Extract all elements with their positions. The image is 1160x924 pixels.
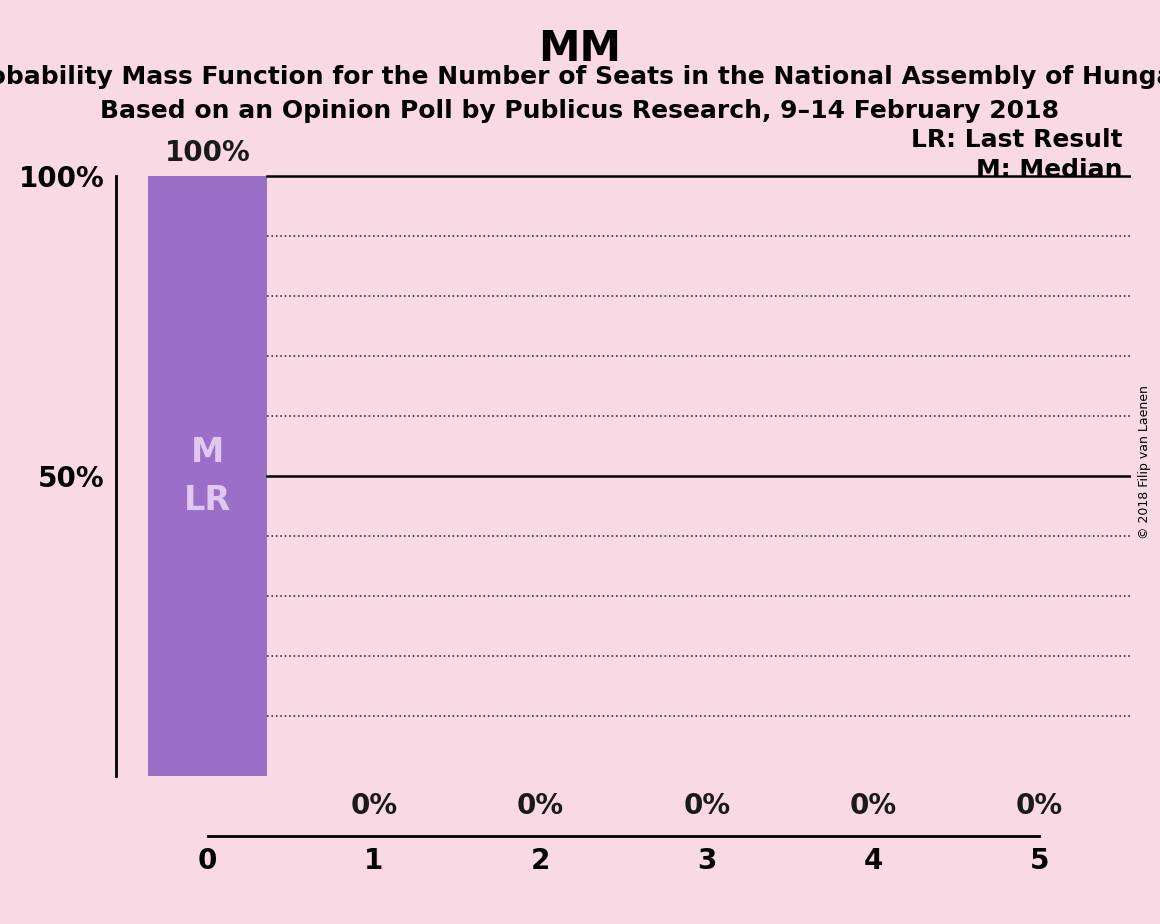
Text: 0%: 0%	[683, 792, 731, 821]
Text: Probability Mass Function for the Number of Seats in the National Assembly of Hu: Probability Mass Function for the Number…	[0, 65, 1160, 89]
Text: 0%: 0%	[1016, 792, 1063, 821]
Text: LR: Last Result: LR: Last Result	[911, 128, 1123, 152]
Text: LR: LR	[184, 483, 231, 517]
Text: 0%: 0%	[350, 792, 398, 821]
Text: M: Median: M: Median	[977, 158, 1123, 182]
Text: © 2018 Filip van Laenen: © 2018 Filip van Laenen	[1138, 385, 1151, 539]
Text: 0%: 0%	[516, 792, 564, 821]
Text: MM: MM	[538, 28, 622, 69]
Text: M: M	[191, 435, 224, 468]
Text: 100%: 100%	[165, 139, 251, 167]
Bar	[147, 176, 268, 776]
Text: 0%: 0%	[849, 792, 897, 821]
Text: Based on an Opinion Poll by Publicus Research, 9–14 February 2018: Based on an Opinion Poll by Publicus Res…	[101, 99, 1059, 123]
